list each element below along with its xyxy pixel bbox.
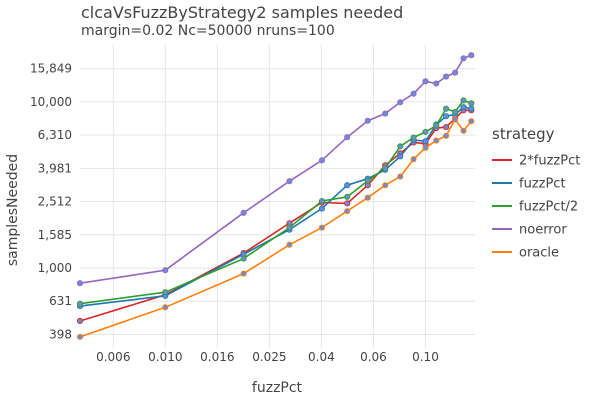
y-tick-label: 15,849 (30, 62, 72, 76)
legend-title: strategy (492, 125, 555, 143)
data-point (344, 134, 351, 141)
data-point (286, 224, 293, 231)
series-line-2 (79, 99, 472, 305)
data-point (397, 143, 404, 150)
data-point (422, 144, 429, 151)
data-point (382, 110, 389, 117)
series-group (76, 52, 475, 340)
data-point (460, 127, 467, 134)
data-point (452, 69, 459, 76)
y-tick-label: 398 (49, 327, 72, 341)
data-point (397, 153, 404, 160)
data-point (397, 173, 404, 180)
data-point (240, 209, 247, 216)
x-tick-label: 0.10 (412, 350, 439, 364)
data-point (410, 134, 417, 141)
tick-labels: 398 631 1,000 1,585 2,512 3,981 6,310 10,000 15,… (30, 62, 439, 364)
x-tick-label: 0.04 (308, 350, 335, 364)
data-point (240, 255, 247, 262)
data-point (76, 280, 84, 287)
data-point (286, 241, 293, 248)
legend-item-label: noerror (519, 223, 567, 238)
series-line-0 (79, 109, 472, 322)
data-point (443, 113, 450, 120)
data-point (76, 333, 84, 340)
series-line-1 (79, 106, 472, 307)
data-point (433, 137, 440, 144)
data-point (382, 164, 389, 172)
data-point (344, 193, 351, 200)
data-point (460, 97, 467, 104)
data-point (443, 105, 450, 112)
data-point (240, 270, 247, 277)
data-point (468, 52, 475, 59)
data-point (344, 182, 351, 189)
y-tick-label: 1,585 (38, 228, 72, 242)
y-tick-label: 10,000 (30, 95, 72, 109)
y-tick-label: 6,310 (38, 128, 72, 142)
x-tick-label: 0.010 (148, 350, 182, 364)
data-point (318, 197, 325, 205)
data-point (452, 108, 459, 115)
data-point (422, 128, 429, 135)
data-point (364, 117, 371, 124)
data-point (410, 156, 417, 163)
x-tick-label: 0.006 (96, 350, 130, 364)
data-point (318, 157, 325, 164)
y-tick-label: 1,000 (38, 261, 72, 275)
legend-item-label: fuzzPct (519, 177, 566, 192)
grid (80, 45, 475, 348)
data-point (286, 178, 293, 185)
legend-item-label: 2*fuzzPct (519, 154, 580, 169)
series-line-3 (79, 54, 472, 284)
legend: 2*fuzzPct fuzzPct fuzzPct/2 noerror oracle (492, 154, 580, 261)
series-line-4 (79, 118, 472, 338)
data-point (382, 182, 389, 189)
x-tick-label: 0.025 (252, 350, 286, 364)
data-point (364, 194, 371, 201)
chart-title: clcaVsFuzzByStrategy2 samples needed (81, 3, 404, 22)
data-point (443, 132, 450, 139)
data-point (422, 138, 429, 145)
y-tick-label: 631 (49, 294, 72, 308)
x-axis-label: fuzzPct (252, 380, 303, 396)
data-point (410, 90, 417, 97)
data-point (433, 122, 440, 129)
data-point (162, 304, 169, 311)
legend-item-label: fuzzPct/2 (519, 200, 578, 215)
data-point (162, 289, 169, 296)
data-point (460, 104, 467, 111)
y-tick-label: 3,981 (38, 161, 72, 175)
data-point (76, 317, 84, 325)
data-point (344, 200, 351, 207)
data-point (468, 105, 475, 112)
data-point (443, 73, 450, 80)
data-point (162, 267, 169, 274)
data-point (422, 78, 429, 85)
data-point (468, 118, 475, 125)
chart-subtitle: margin=0.02 Nc=50000 nruns=100 (81, 23, 335, 39)
data-point (460, 55, 467, 62)
y-axis-label: samplesNeeded (5, 154, 21, 266)
data-point (468, 100, 475, 107)
data-point (76, 300, 84, 307)
x-tick-label: 0.06 (360, 350, 387, 364)
data-point (397, 99, 404, 106)
data-point (364, 177, 371, 184)
data-point (452, 116, 459, 123)
data-point (443, 124, 450, 131)
y-tick-label: 2,512 (38, 195, 72, 209)
data-point (318, 224, 325, 231)
data-point (344, 208, 351, 215)
data-point (433, 80, 440, 87)
legend-item-label: oracle (519, 246, 559, 261)
x-tick-label: 0.016 (200, 350, 234, 364)
data-point (318, 205, 325, 212)
